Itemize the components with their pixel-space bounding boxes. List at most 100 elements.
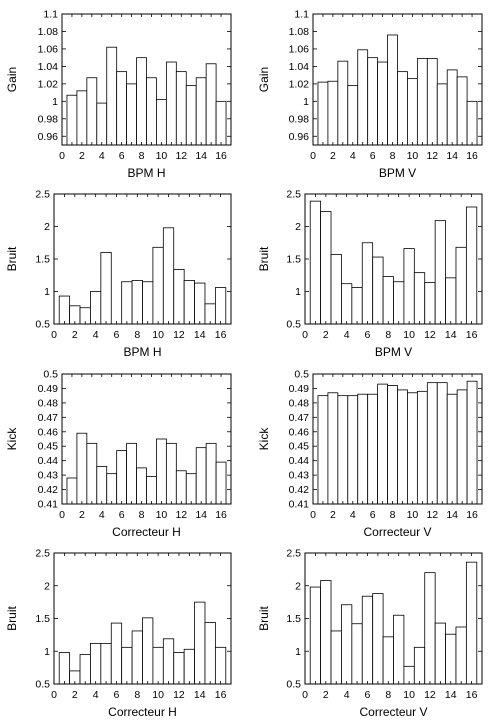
x-tick-label: 8 (139, 150, 145, 162)
plot-frame (312, 373, 483, 505)
y-axis-label: Gain (257, 67, 271, 92)
y-tick-label: 1.1 (294, 9, 309, 21)
x-tick-label: 16 (466, 509, 478, 521)
x-tick-label: 10 (407, 509, 419, 521)
x-tick-label: 10 (152, 689, 164, 701)
bar (96, 102, 108, 146)
bar (175, 71, 187, 146)
bar (76, 432, 88, 505)
y-tick-label: 0.49 (289, 383, 310, 395)
y-tick-label: 1.06 (38, 43, 59, 55)
x-tick-label: 4 (93, 329, 99, 341)
bar (142, 281, 154, 325)
x-tick-label: 2 (330, 509, 336, 521)
bar (377, 61, 388, 146)
bar (106, 46, 118, 146)
y-tick-label: 2.5 (286, 189, 301, 201)
chart-panel-2: 0 2 4 6 8 10 12 14 16 0.96 0.98 1 1.02 1.04 1.06 1.08 1.… (257, 9, 483, 180)
bar (424, 572, 436, 685)
chart-panel-6: 0 2 4 6 8 10 12 14 16 0.41 0.42 0.43 0.44 0.45 0.46 0.4… (257, 369, 483, 539)
bar (215, 100, 227, 146)
bar (413, 646, 426, 685)
bar (86, 77, 98, 146)
x-tick-label: 6 (114, 689, 120, 701)
bar (309, 586, 322, 685)
bar (416, 390, 428, 505)
bar (185, 85, 197, 146)
x-tick-label: 16 (215, 329, 227, 341)
y-tick-label: 1 (52, 96, 58, 108)
bar (403, 248, 415, 325)
y-tick-label: 0.44 (289, 455, 310, 467)
bar (76, 90, 88, 146)
x-tick-label: 16 (466, 150, 478, 162)
x-tick-label: 4 (344, 329, 350, 341)
bar (100, 642, 112, 685)
y-tick-label: 0.47 (38, 412, 59, 424)
bar (446, 69, 458, 146)
y-tick-label: 2 (295, 221, 301, 233)
y-tick-label: 0.96 (38, 131, 59, 143)
bar (116, 71, 128, 146)
y-tick-label: 0.41 (38, 499, 59, 511)
x-tick-label: 8 (139, 509, 145, 521)
x-tick-label: 0 (302, 689, 308, 701)
bar (456, 389, 468, 505)
x-axis-label: BPM V (379, 166, 416, 180)
x-tick-label: 16 (215, 689, 227, 701)
bar (416, 58, 428, 146)
y-tick-label: 1 (44, 286, 50, 298)
bar (393, 614, 405, 685)
y-tick-label: 0.47 (289, 412, 310, 424)
bar (146, 476, 157, 505)
bar (317, 395, 329, 505)
y-tick-label: 0.42 (38, 484, 59, 496)
x-tick-label: 10 (156, 509, 168, 521)
y-tick-label: 1 (295, 646, 301, 658)
x-tick-label: 12 (424, 329, 436, 341)
bar (387, 385, 398, 505)
bar (66, 477, 78, 505)
bar (413, 272, 426, 325)
y-tick-label: 0.98 (289, 113, 310, 125)
y-tick-label: 0.5 (286, 679, 301, 691)
y-tick-label: 0.5 (286, 319, 301, 331)
bar (194, 601, 206, 685)
plot-frame (61, 13, 232, 146)
bar (357, 49, 369, 146)
bar (126, 442, 137, 505)
y-tick-label: 2.5 (35, 189, 50, 201)
bar (156, 99, 167, 146)
x-tick-label: 8 (390, 509, 396, 521)
x-tick-label: 12 (424, 689, 436, 701)
y-axis-label: Kick (5, 427, 19, 451)
chart-panel-7: 0 2 4 6 8 10 12 14 16 0.5 1 1.5 2 2.5 Correcteur H Brui… (5, 548, 232, 719)
bar (382, 276, 394, 325)
x-tick-label: 0 (51, 689, 57, 701)
bar (116, 450, 128, 505)
y-tick-label: 1.06 (289, 43, 310, 55)
bar (372, 256, 384, 325)
x-axis-label: Correcteur H (112, 525, 181, 539)
y-tick-label: 0.43 (38, 470, 59, 482)
bar (58, 295, 71, 325)
bar (90, 642, 102, 685)
bar (424, 281, 436, 325)
x-tick-label: 16 (466, 689, 478, 701)
x-tick-label: 10 (156, 150, 168, 162)
x-tick-label: 6 (365, 689, 371, 701)
bar (327, 392, 339, 505)
y-axis-label: Bruit (5, 606, 19, 631)
x-tick-label: 2 (72, 689, 78, 701)
x-tick-label: 12 (426, 509, 438, 521)
bar (426, 58, 438, 146)
y-tick-label: 0.43 (289, 470, 310, 482)
x-tick-label: 4 (350, 509, 356, 521)
y-tick-label: 2.5 (286, 548, 301, 560)
x-tick-label: 10 (152, 329, 164, 341)
x-tick-label: 12 (175, 150, 187, 162)
chart-panel-4: 0 2 4 6 8 10 12 14 16 0.5 1 1.5 2 2.5 BPM V Bruit (257, 189, 483, 359)
x-tick-label: 14 (445, 689, 457, 701)
x-tick-label: 0 (310, 509, 316, 521)
x-tick-label: 2 (323, 329, 329, 341)
